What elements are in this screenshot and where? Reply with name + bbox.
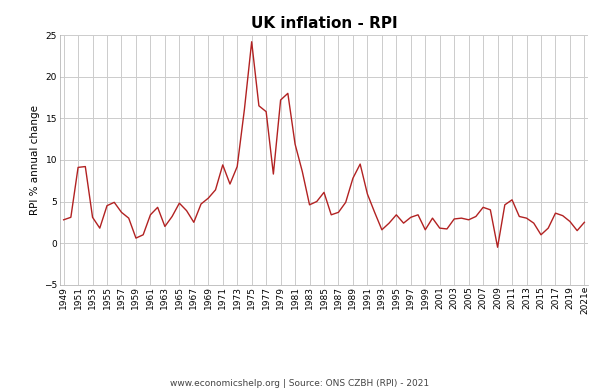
Title: UK inflation - RPI: UK inflation - RPI xyxy=(251,16,397,31)
Text: www.economicshelp.org | Source: ONS CZBH (RPI) - 2021: www.economicshelp.org | Source: ONS CZBH… xyxy=(170,379,430,388)
Y-axis label: RPI % annual change: RPI % annual change xyxy=(30,105,40,215)
